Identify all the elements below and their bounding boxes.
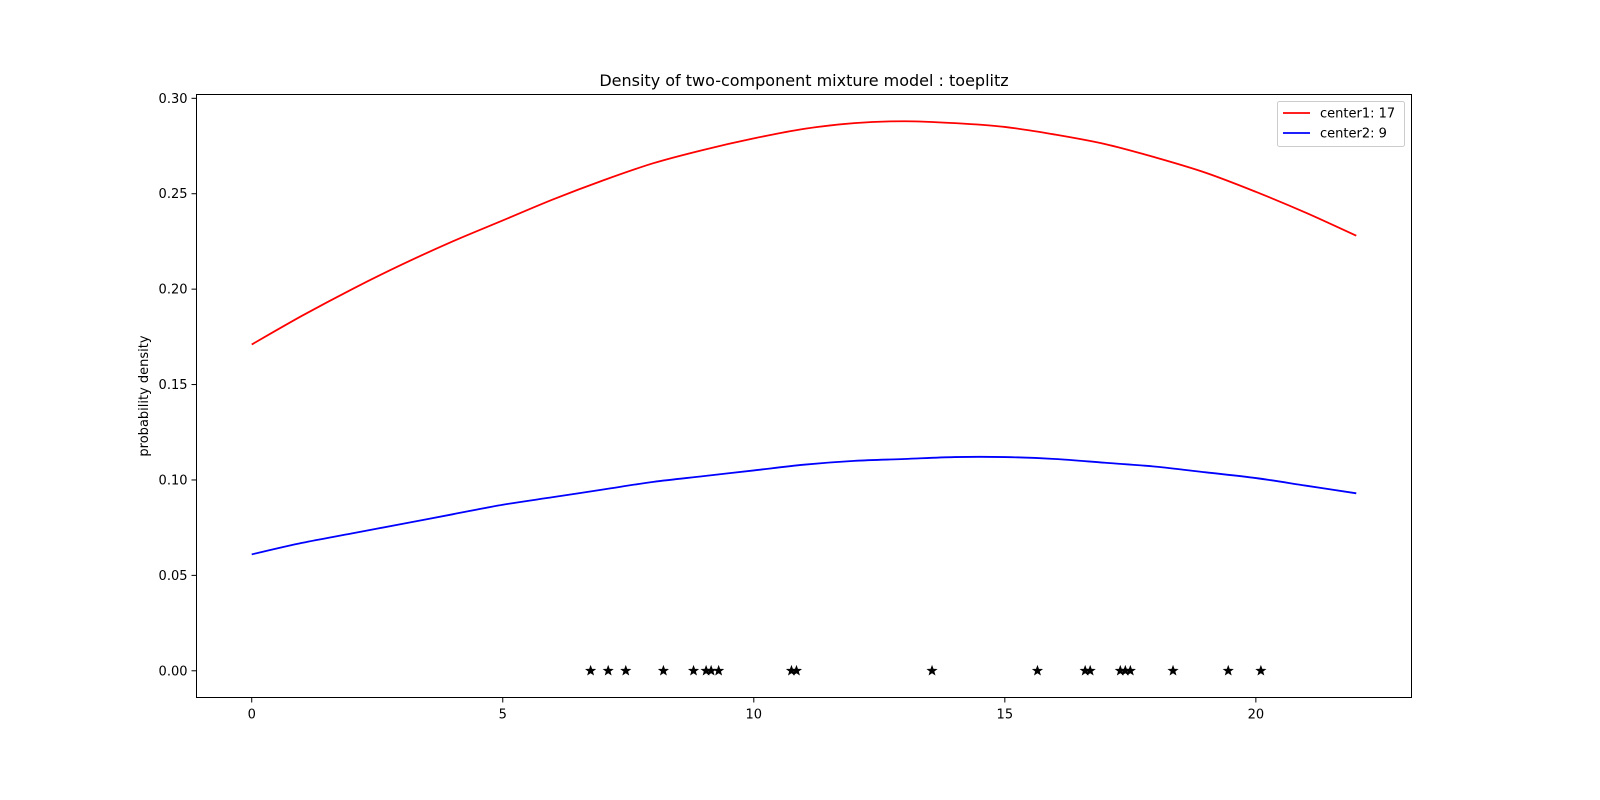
series-line-2 [251,455,1357,556]
data-point-star [790,664,803,676]
y-tick-label: 0.00 [159,664,188,679]
x-axis: 0 5 10 15 20 [248,697,1265,723]
y-tick-label: 0.15 [159,378,188,393]
y-axis-label: probability density [137,335,152,456]
data-point-star [1167,664,1179,676]
x-tick-label: 15 [997,708,1014,723]
x-tick-label: 20 [1248,708,1265,723]
data-point-star [1124,664,1136,676]
y-tick-label: 0.30 [159,92,188,107]
series-line-1 [251,120,1357,346]
data-point-star [602,664,614,676]
y-tick-label: 0.10 [159,473,188,488]
data-point-star [1222,664,1234,676]
data-point-star [585,664,597,676]
data-point-star [713,664,725,676]
y-axis: 0.00 0.05 0.10 0.15 0.20 0.25 0.30 [159,92,197,679]
legend-label: center2: 9 [1320,127,1387,142]
series-layer [251,120,1357,676]
data-point-star [1084,664,1096,676]
data-point-star [926,664,938,676]
x-tick-label: 5 [499,708,507,723]
data-points [585,664,1267,676]
x-tick-label: 10 [746,708,763,723]
y-tick-label: 0.05 [159,569,188,584]
x-tick-label: 0 [248,708,256,723]
legend-label: center1: 17 [1320,107,1395,122]
data-point-star [687,664,700,676]
chart-title: Density of two-component mixture model :… [599,71,1008,90]
data-point-star [657,664,669,676]
data-point-star [1031,664,1044,676]
plot-frame [196,94,1412,698]
y-tick-label: 0.25 [159,187,188,202]
data-point-star [620,664,632,676]
y-tick-label: 0.20 [159,283,188,298]
data-point-star [1255,664,1267,676]
legend: center1: 17 center2: 9 [1277,101,1405,147]
